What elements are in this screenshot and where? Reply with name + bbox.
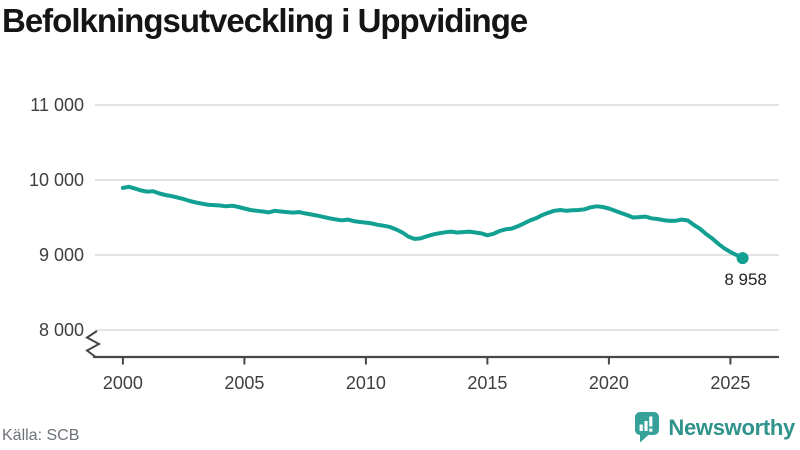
y-axis-labels: 11 000 10 000 9 000 8 000 — [29, 95, 84, 340]
x-axis-tick-label: 2010 — [346, 373, 386, 393]
x-axis-tick-label: 2025 — [710, 373, 750, 393]
x-axis-tick-label: 2000 — [103, 373, 143, 393]
y-axis-tick-label: 9 000 — [39, 245, 84, 265]
latest-value-dot — [736, 252, 749, 265]
page-title: Befolkningsutveckling i Uppvidinge — [2, 2, 528, 39]
latest-value-label: 8 958 — [724, 270, 767, 289]
y-axis-tick-label: 8 000 — [39, 320, 84, 340]
x-axis-tick-label: 2005 — [224, 373, 264, 393]
x-axis-tick-label: 2020 — [589, 373, 629, 393]
y-axis-tick-label: 10 000 — [29, 170, 84, 190]
x-axis-labels: 2000 2005 2010 2015 2020 2025 — [103, 373, 751, 393]
x-axis-tick-label: 2015 — [467, 373, 507, 393]
logo-bubble-tail — [640, 434, 650, 443]
population-line — [120, 184, 745, 261]
newsworthy-wordmark: Newsworthy — [668, 414, 795, 440]
gridlines — [95, 104, 779, 331]
newsworthy-logo[interactable]: Newsworthy — [635, 412, 795, 443]
x-axis-ticks — [121, 357, 732, 365]
newsworthy-logo-icon — [635, 412, 660, 443]
source-caption: Källa: SCB — [2, 427, 80, 444]
y-axis-tick-label: 11 000 — [30, 95, 84, 115]
logo-bar-chart-glyph — [640, 416, 653, 432]
y-axis-break-icon — [85, 330, 102, 358]
